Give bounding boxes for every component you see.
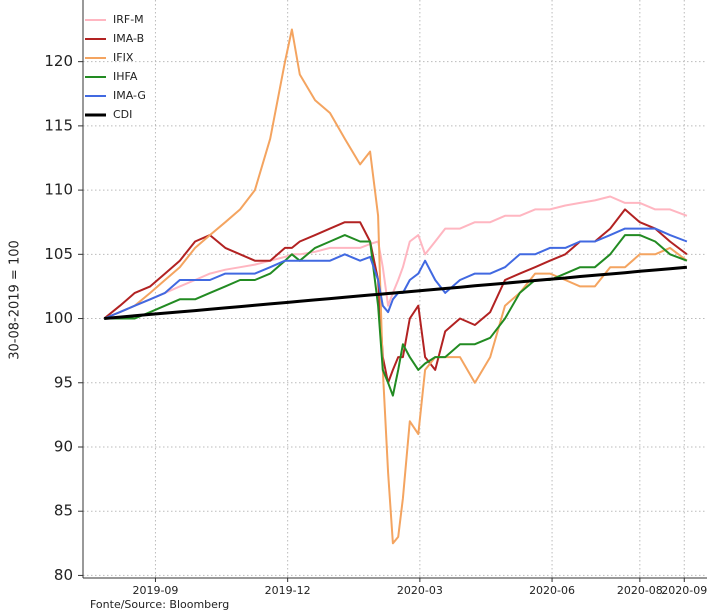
- y-tick-label: 110: [44, 181, 73, 199]
- series-line: [103, 227, 688, 320]
- y-tick-label: 115: [44, 116, 73, 134]
- legend-label: IMA-B: [113, 32, 144, 45]
- legend-label: IRF-M: [113, 13, 144, 26]
- legend-label: IHFA: [113, 70, 138, 83]
- x-tick-label: 2019-09: [132, 584, 178, 597]
- y-tick-label: 85: [54, 502, 73, 520]
- x-tick-label: 2020-08: [617, 584, 663, 597]
- y-tick-label: 90: [54, 437, 73, 455]
- series-line: [103, 208, 688, 384]
- x-tick-label: 2020-06: [529, 584, 575, 597]
- y-tick-label: 80: [54, 566, 73, 584]
- source-note: Fonte/Source: Bloomberg: [90, 598, 229, 611]
- y-tick-label: 105: [44, 245, 73, 263]
- legend-label: IMA-G: [113, 89, 146, 102]
- y-axis-label: 30-08-2019 = 100: [8, 240, 23, 360]
- series-line: [104, 234, 688, 397]
- y-tick-label: 100: [44, 309, 73, 327]
- x-tick-label: 2020-09: [661, 584, 707, 597]
- y-tick-label: 120: [44, 52, 73, 70]
- x-tick-label: 2020-03: [397, 584, 443, 597]
- legend-label: CDI: [113, 108, 132, 121]
- y-tick-label: 95: [54, 373, 73, 391]
- legend-label: IFIX: [113, 51, 134, 64]
- series-line: [103, 28, 688, 545]
- series-line: [104, 265, 688, 320]
- x-tick-label: 2019-12: [265, 584, 311, 597]
